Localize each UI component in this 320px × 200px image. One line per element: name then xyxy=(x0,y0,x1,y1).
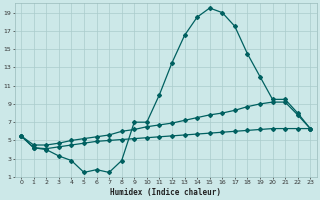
X-axis label: Humidex (Indice chaleur): Humidex (Indice chaleur) xyxy=(110,188,221,197)
